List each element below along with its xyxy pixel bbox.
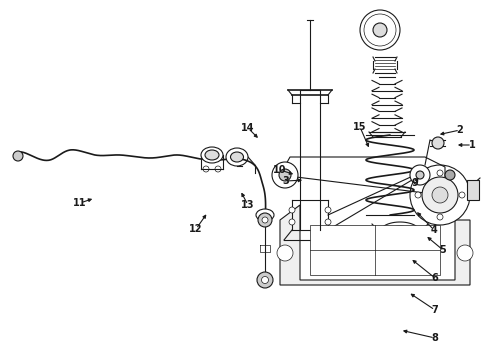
Text: 9: 9 bbox=[412, 178, 418, 188]
Ellipse shape bbox=[230, 152, 244, 162]
Circle shape bbox=[279, 169, 291, 181]
Text: 3: 3 bbox=[283, 176, 290, 186]
Circle shape bbox=[257, 272, 273, 288]
Ellipse shape bbox=[205, 150, 219, 160]
Text: 8: 8 bbox=[432, 333, 439, 343]
Circle shape bbox=[13, 151, 23, 161]
Circle shape bbox=[277, 245, 293, 261]
Text: 12: 12 bbox=[189, 224, 203, 234]
Text: 11: 11 bbox=[73, 198, 87, 208]
Ellipse shape bbox=[226, 148, 248, 166]
Text: 13: 13 bbox=[241, 200, 255, 210]
Circle shape bbox=[215, 166, 221, 172]
Ellipse shape bbox=[256, 209, 274, 221]
Circle shape bbox=[437, 170, 443, 176]
Circle shape bbox=[373, 23, 387, 37]
Circle shape bbox=[437, 214, 443, 220]
Circle shape bbox=[410, 165, 430, 185]
Text: 7: 7 bbox=[432, 305, 439, 315]
Text: 6: 6 bbox=[432, 273, 439, 283]
Circle shape bbox=[459, 192, 465, 198]
Text: 1: 1 bbox=[468, 140, 475, 150]
Circle shape bbox=[289, 207, 295, 213]
Circle shape bbox=[432, 137, 444, 149]
Text: 14: 14 bbox=[241, 123, 255, 133]
Circle shape bbox=[325, 219, 331, 225]
Circle shape bbox=[203, 166, 209, 172]
Circle shape bbox=[272, 162, 298, 188]
Circle shape bbox=[432, 187, 448, 203]
Bar bbox=[467, 180, 479, 200]
Circle shape bbox=[325, 207, 331, 213]
Polygon shape bbox=[280, 205, 470, 285]
Text: 4: 4 bbox=[431, 225, 438, 235]
Circle shape bbox=[262, 276, 269, 284]
Text: 5: 5 bbox=[440, 245, 446, 255]
Circle shape bbox=[410, 165, 470, 225]
Ellipse shape bbox=[201, 147, 223, 163]
Circle shape bbox=[457, 245, 473, 261]
Circle shape bbox=[445, 170, 455, 180]
Circle shape bbox=[262, 217, 268, 223]
Text: 10: 10 bbox=[273, 165, 287, 175]
Polygon shape bbox=[310, 225, 440, 275]
Circle shape bbox=[360, 10, 400, 50]
Circle shape bbox=[415, 192, 421, 198]
Circle shape bbox=[422, 177, 458, 213]
Circle shape bbox=[258, 213, 272, 227]
Text: 2: 2 bbox=[457, 125, 464, 135]
Text: 15: 15 bbox=[353, 122, 367, 132]
Circle shape bbox=[416, 171, 424, 179]
Circle shape bbox=[289, 219, 295, 225]
